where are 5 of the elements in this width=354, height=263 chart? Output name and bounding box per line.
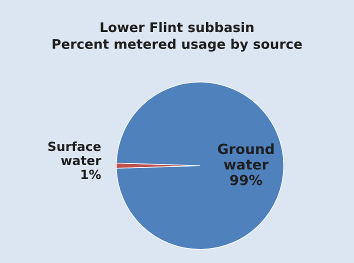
data-label: 1% [81, 170, 101, 180]
data-label: 99% [230, 174, 262, 186]
slice-label: Ground water [218, 143, 274, 170]
slice-label: Surface water [48, 141, 102, 166]
chart-title: Lower Flint subbasin Percent metered usage by source [52, 22, 302, 52]
